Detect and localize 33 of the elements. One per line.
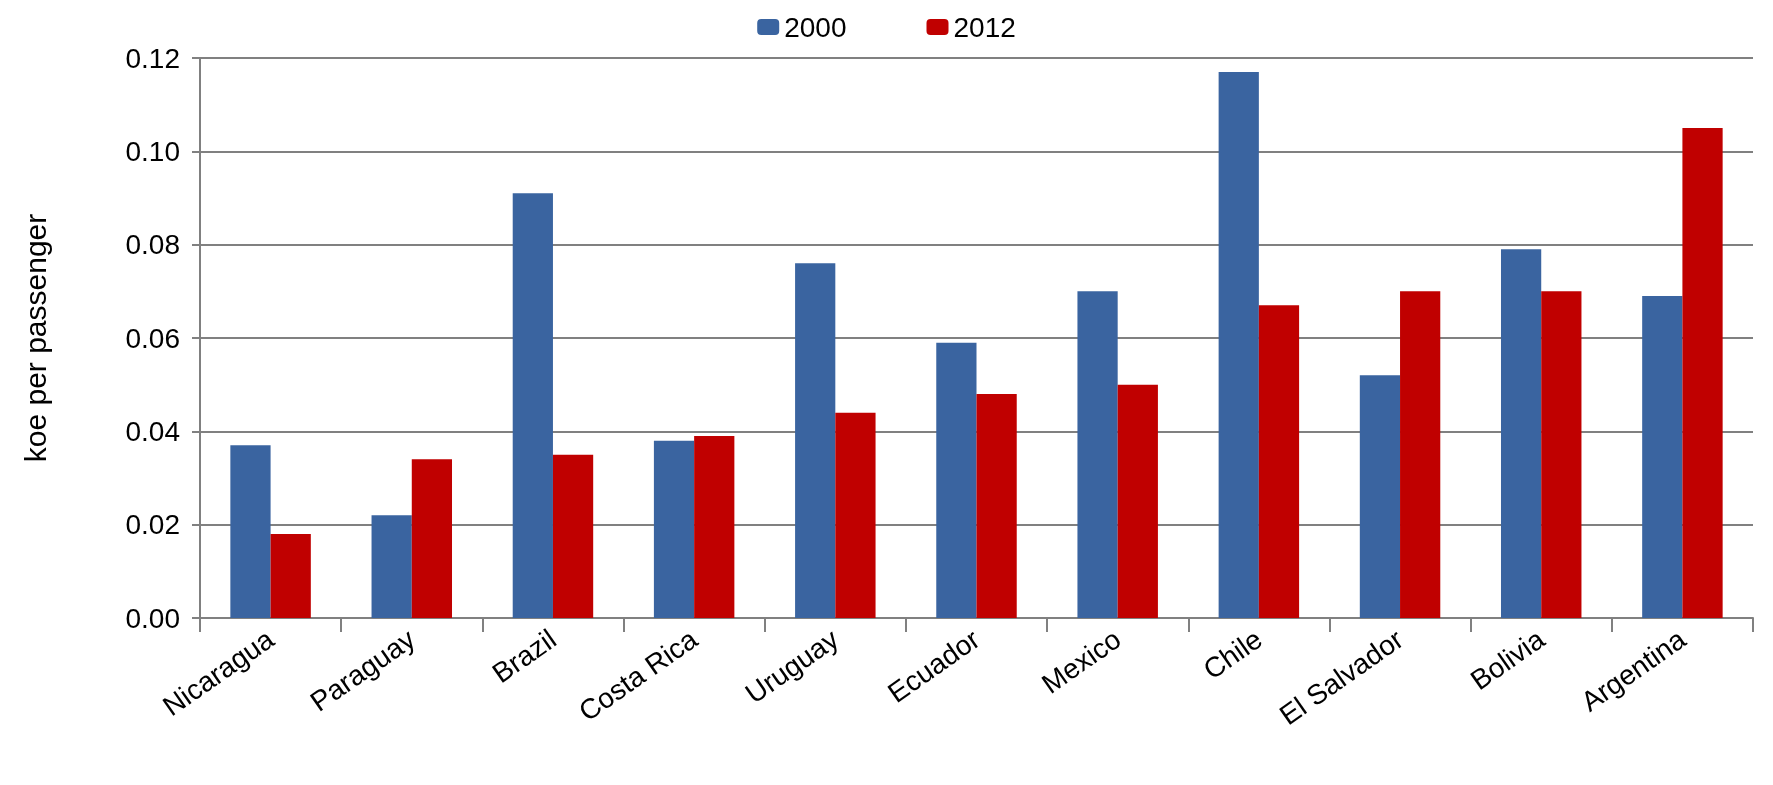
legend-label: 2000 <box>784 11 847 43</box>
y-tick-label: 0.04 <box>125 415 180 447</box>
y-tick-label: 0.08 <box>125 229 180 261</box>
bar <box>1682 128 1723 618</box>
y-tick-label: 0.12 <box>125 42 180 74</box>
bar <box>1218 72 1259 618</box>
y-tick-label: 0.06 <box>125 322 180 354</box>
bar <box>1500 249 1542 618</box>
bar <box>976 394 1017 618</box>
bar <box>1117 384 1158 618</box>
y-tick-label: 0.10 <box>125 135 180 167</box>
bar <box>694 436 735 618</box>
bar <box>270 534 311 618</box>
legend-label: 2012 <box>953 11 1016 43</box>
bar <box>552 454 594 618</box>
bar <box>1258 305 1300 618</box>
bar <box>230 445 271 618</box>
bar <box>512 193 553 618</box>
x-tick-label: Chile <box>1197 623 1268 686</box>
bar <box>371 515 412 618</box>
bar <box>411 459 453 618</box>
bar <box>1541 291 1582 618</box>
y-axis-title: koe per passenger <box>18 213 52 463</box>
bar <box>1642 296 1683 618</box>
bar <box>1400 291 1441 618</box>
bar <box>835 412 876 618</box>
y-tick-label: 0.00 <box>125 602 180 634</box>
bar <box>1359 375 1401 618</box>
bar <box>795 263 836 618</box>
bar <box>1077 291 1118 618</box>
bar <box>653 440 695 618</box>
bar <box>936 342 977 618</box>
y-tick-label: 0.02 <box>125 509 180 541</box>
